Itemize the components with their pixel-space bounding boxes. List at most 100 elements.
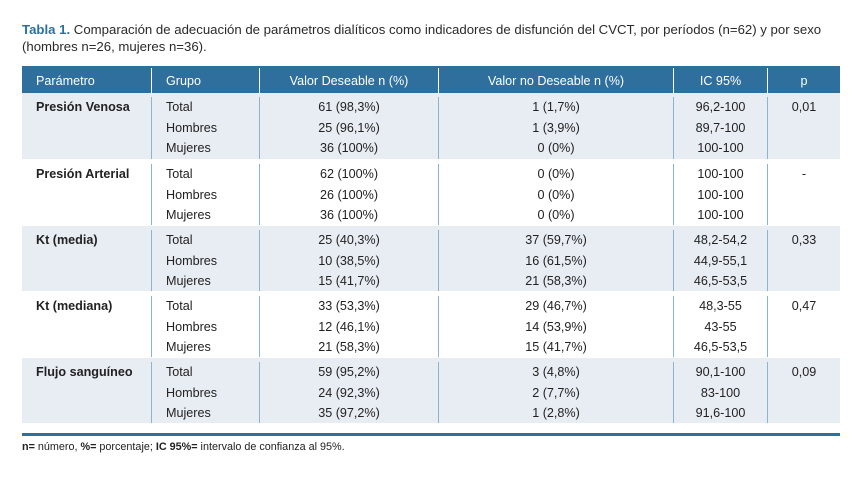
valor-deseable: 21 (58,3%) [318,340,380,354]
parameter-cell: Kt (mediana) [22,296,152,357]
grupo-label: Hombres [166,253,218,268]
valor-deseable-cell: 33 (53,3%) 12 (46,1%) 21 (58,3%) [260,296,439,357]
ic95-cell: 96,2-100 89,7-100 100-100 [674,97,768,159]
footnote-ic-text: intervalo de confianza al 95%. [197,441,345,453]
valor-no-deseable: 14 (53,9%) [525,319,587,334]
ic95-value: 46,5-53,5 [693,340,748,354]
group-cell: Total Hombres Mujeres [152,97,260,159]
valor-deseable: 62 (100%) [319,167,379,181]
valor-deseable-cell: 59 (95,2%) 24 (92,3%) 35 (97,2%) [260,362,439,423]
valor-deseable: 36 (100%) [319,141,379,155]
table-caption: Tabla 1. Comparación de adecuación de pa… [22,21,840,55]
ic95-value: 44,9-55,1 [693,253,748,268]
ic95-value: 83-100 [700,385,741,400]
ic95-value: 100-100 [697,187,744,202]
table-header: Parámetro Grupo Valor Deseable n (%) Val… [22,66,840,93]
ic95-value: 96,2-100 [695,100,746,114]
ic95-value: 89,7-100 [695,120,746,135]
header-grupo: Grupo [152,68,260,93]
parameter-name: Kt (mediana) [36,299,113,313]
footnote-ic-term: IC 95%= [155,441,198,453]
p-value: 0,09 [791,365,817,379]
ic95-cell: 48,3-55 43-55 46,5-53,5 [674,296,768,357]
valor-no-deseable: 0 (0%) [537,187,575,202]
header-valor-deseable: Valor Deseable n (%) [260,68,439,93]
grupo-label: Hombres [166,120,218,135]
ic95-value: 91,6-100 [695,406,746,420]
parameter-cell: Flujo sanguíneo [22,362,152,423]
table-row-group: Presión Venosa Total Hombres Mujeres 61 (98,… [22,93,840,159]
grupo-label: Hombres [166,319,218,334]
valor-no-deseable: 0 (0%) [537,208,575,222]
group-cell: Total Hombres Mujeres [152,164,260,225]
group-cell: Total Hombres Mujeres [152,362,260,423]
valor-deseable-cell: 62 (100%) 26 (100%) 36 (100%) [260,164,439,225]
table-footnote: n= número, %= porcentaje; IC 95%= interv… [22,441,345,453]
footnote-n-term: n= [22,441,35,453]
valor-deseable: 59 (95,2%) [318,365,380,379]
valor-deseable: 25 (96,1%) [318,120,380,135]
data-table: Parámetro Grupo Valor Deseable n (%) Val… [22,66,840,423]
valor-deseable: 35 (97,2%) [318,406,380,420]
ic95-cell: 100-100 100-100 100-100 [674,164,768,225]
grupo-label: Total [166,299,193,313]
grupo-label: Hombres [166,187,218,202]
table-row-group: Presión Arterial Total Hombres Mujeres 62 (1… [22,159,840,225]
header-valor-no-deseable: Valor no Deseable n (%) [439,68,674,93]
grupo-label: Mujeres [166,141,211,155]
p-cell: 0,47 [768,296,840,357]
grupo-label: Total [166,233,193,247]
caption-label: Tabla 1. [22,22,71,37]
caption-text: Comparación de adecuación de parámetros … [22,22,822,54]
grupo-label: Total [166,167,193,181]
valor-no-deseable: 0 (0%) [537,141,575,155]
ic95-value: 48,2-54,2 [693,233,748,247]
valor-no-deseable: 3 (4,8%) [532,365,580,379]
valor-no-deseable-cell: 0 (0%) 0 (0%) 0 (0%) [439,164,674,225]
valor-deseable: 36 (100%) [319,208,379,222]
valor-deseable: 12 (46,1%) [318,319,380,334]
ic95-value: 90,1-100 [695,365,746,379]
grupo-label: Hombres [166,385,218,400]
ic95-value: 46,5-53,5 [693,274,748,288]
valor-no-deseable: 0 (0%) [537,167,575,181]
table-figure: Tabla 1. Comparación de adecuación de pa… [22,0,840,453]
table-row-group: Flujo sanguíneo Total Hombres Mujeres 59 (95… [22,357,840,423]
valor-deseable: 33 (53,3%) [318,299,380,313]
p-value: 0,33 [791,233,817,247]
valor-no-deseable: 15 (41,7%) [525,340,587,354]
parameter-name: Presión Venosa [36,100,130,114]
p-value: - [801,167,807,181]
valor-no-deseable: 29 (46,7%) [525,299,587,313]
grupo-label: Mujeres [166,406,211,420]
valor-no-deseable: 37 (59,7%) [525,233,587,247]
footnote-pct-term: %= [80,441,97,453]
valor-deseable-cell: 61 (98,3%) 25 (96,1%) 36 (100%) [260,97,439,159]
valor-no-deseable-cell: 29 (46,7%) 14 (53,9%) 15 (41,7%) [439,296,674,357]
footnote-pct-text: porcentaje; [96,441,156,453]
table-body: Presión Venosa Total Hombres Mujeres 61 (98,… [22,93,840,423]
parameter-name: Kt (media) [36,233,98,247]
ic95-value: 100-100 [697,208,744,222]
valor-no-deseable: 1 (3,9%) [532,120,580,135]
valor-no-deseable-cell: 3 (4,8%) 2 (7,7%) 1 (2,8%) [439,362,674,423]
valor-no-deseable-cell: 37 (59,7%) 16 (61,5%) 21 (58,3%) [439,230,674,291]
footnote-n-text: número, [34,441,81,453]
p-cell: 0,09 [768,362,840,423]
ic95-value: 100-100 [697,141,744,155]
valor-deseable: 26 (100%) [319,187,379,202]
valor-deseable: 61 (98,3%) [318,100,380,114]
parameter-cell: Presión Venosa [22,97,152,159]
grupo-label: Total [166,365,193,379]
valor-deseable: 25 (40,3%) [318,233,380,247]
grupo-label: Mujeres [166,340,211,354]
group-cell: Total Hombres Mujeres [152,296,260,357]
valor-no-deseable: 16 (61,5%) [525,253,587,268]
p-cell: 0,33 [768,230,840,291]
ic95-cell: 48,2-54,2 44,9-55,1 46,5-53,5 [674,230,768,291]
grupo-label: Mujeres [166,208,211,222]
ic95-value: 48,3-55 [699,299,742,313]
header-p: p [800,73,808,88]
bottom-rule [22,433,840,436]
valor-deseable: 10 (38,5%) [318,253,380,268]
